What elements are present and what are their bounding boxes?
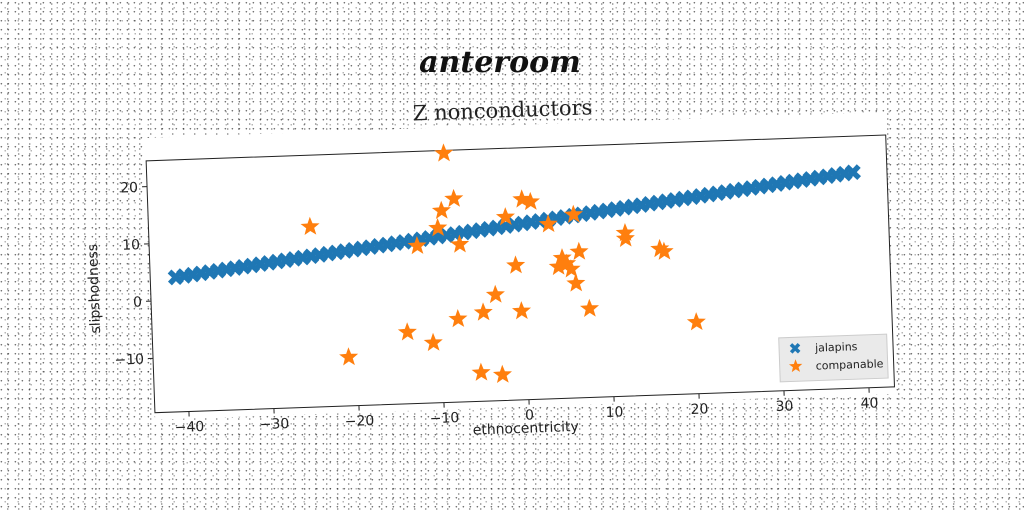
- companable-point: [423, 332, 443, 352]
- y-axis: −10 0 10 20: [114, 180, 154, 369]
- legend-marker-companable: [788, 359, 803, 373]
- x-tick-label: 20: [690, 401, 708, 418]
- legend-box: [778, 333, 889, 383]
- y-axis-label: slipshodness: [85, 244, 104, 334]
- companable-point: [397, 322, 417, 341]
- companable-point: [569, 241, 589, 261]
- x-tick-label: 40: [860, 395, 878, 412]
- companable-point: [485, 284, 505, 304]
- companable-point: [511, 301, 532, 320]
- companable-point: [580, 298, 600, 317]
- legend: jalapins companable: [778, 333, 889, 383]
- companable-point: [686, 312, 706, 331]
- companable-point: [339, 347, 359, 366]
- banner-title: anteroom: [419, 45, 581, 80]
- companable-point: [428, 218, 448, 237]
- companable-point: [473, 302, 493, 321]
- x-tick-label: 0: [525, 407, 534, 423]
- legend-x-icon: [789, 342, 801, 354]
- companable-point: [471, 362, 491, 381]
- companable-point: [450, 234, 470, 253]
- companable-point: [615, 228, 635, 247]
- companable-point: [654, 241, 674, 260]
- companable-point: [444, 188, 464, 208]
- companable-point: [492, 364, 512, 384]
- x-tick-label: −20: [344, 413, 374, 430]
- companable-point: [431, 200, 451, 219]
- legend-label-companable: companable: [815, 357, 883, 372]
- companable-point: [506, 255, 526, 274]
- plot-frame: [145, 134, 896, 414]
- y-tick-label: 20: [120, 180, 138, 197]
- companable-point: [538, 214, 558, 233]
- chart-title: Z nonconductors: [412, 95, 592, 125]
- x-axis: −40 −30 −20 −10 0 10 20 30 40: [174, 387, 879, 436]
- companable-point: [563, 204, 583, 223]
- y-tick-label: 10: [122, 237, 140, 254]
- companable-point: [407, 235, 427, 255]
- jalapins-point: [844, 164, 861, 181]
- companable-point: [520, 191, 540, 211]
- y-tick-label: 0: [133, 294, 142, 310]
- x-tick-label: 30: [775, 398, 793, 415]
- companable-point: [300, 216, 320, 236]
- x-tick-label: −10: [429, 410, 459, 427]
- x-axis-label: ethnocentricity: [472, 419, 579, 439]
- companable-point: [434, 143, 454, 162]
- legend-label-jalapins: jalapins: [814, 340, 858, 355]
- companable-point: [566, 273, 586, 292]
- legend-star-icon: [788, 359, 803, 373]
- x-tick-label: 10: [605, 404, 623, 421]
- companable-point: [448, 309, 468, 328]
- y-tick-label: −10: [114, 352, 144, 369]
- companable-point: [495, 207, 515, 226]
- plot-group: Z nonconductors −40 −30 −20 −10 0 10 20 30 40 −1…: [85, 95, 896, 439]
- companable-point: [615, 222, 635, 242]
- x-tick-label: −30: [259, 416, 289, 433]
- legend-marker-jalapins: [789, 342, 801, 354]
- series-layer: [167, 143, 861, 384]
- companable-point: [561, 259, 581, 278]
- x-tick-label: −40: [174, 419, 204, 436]
